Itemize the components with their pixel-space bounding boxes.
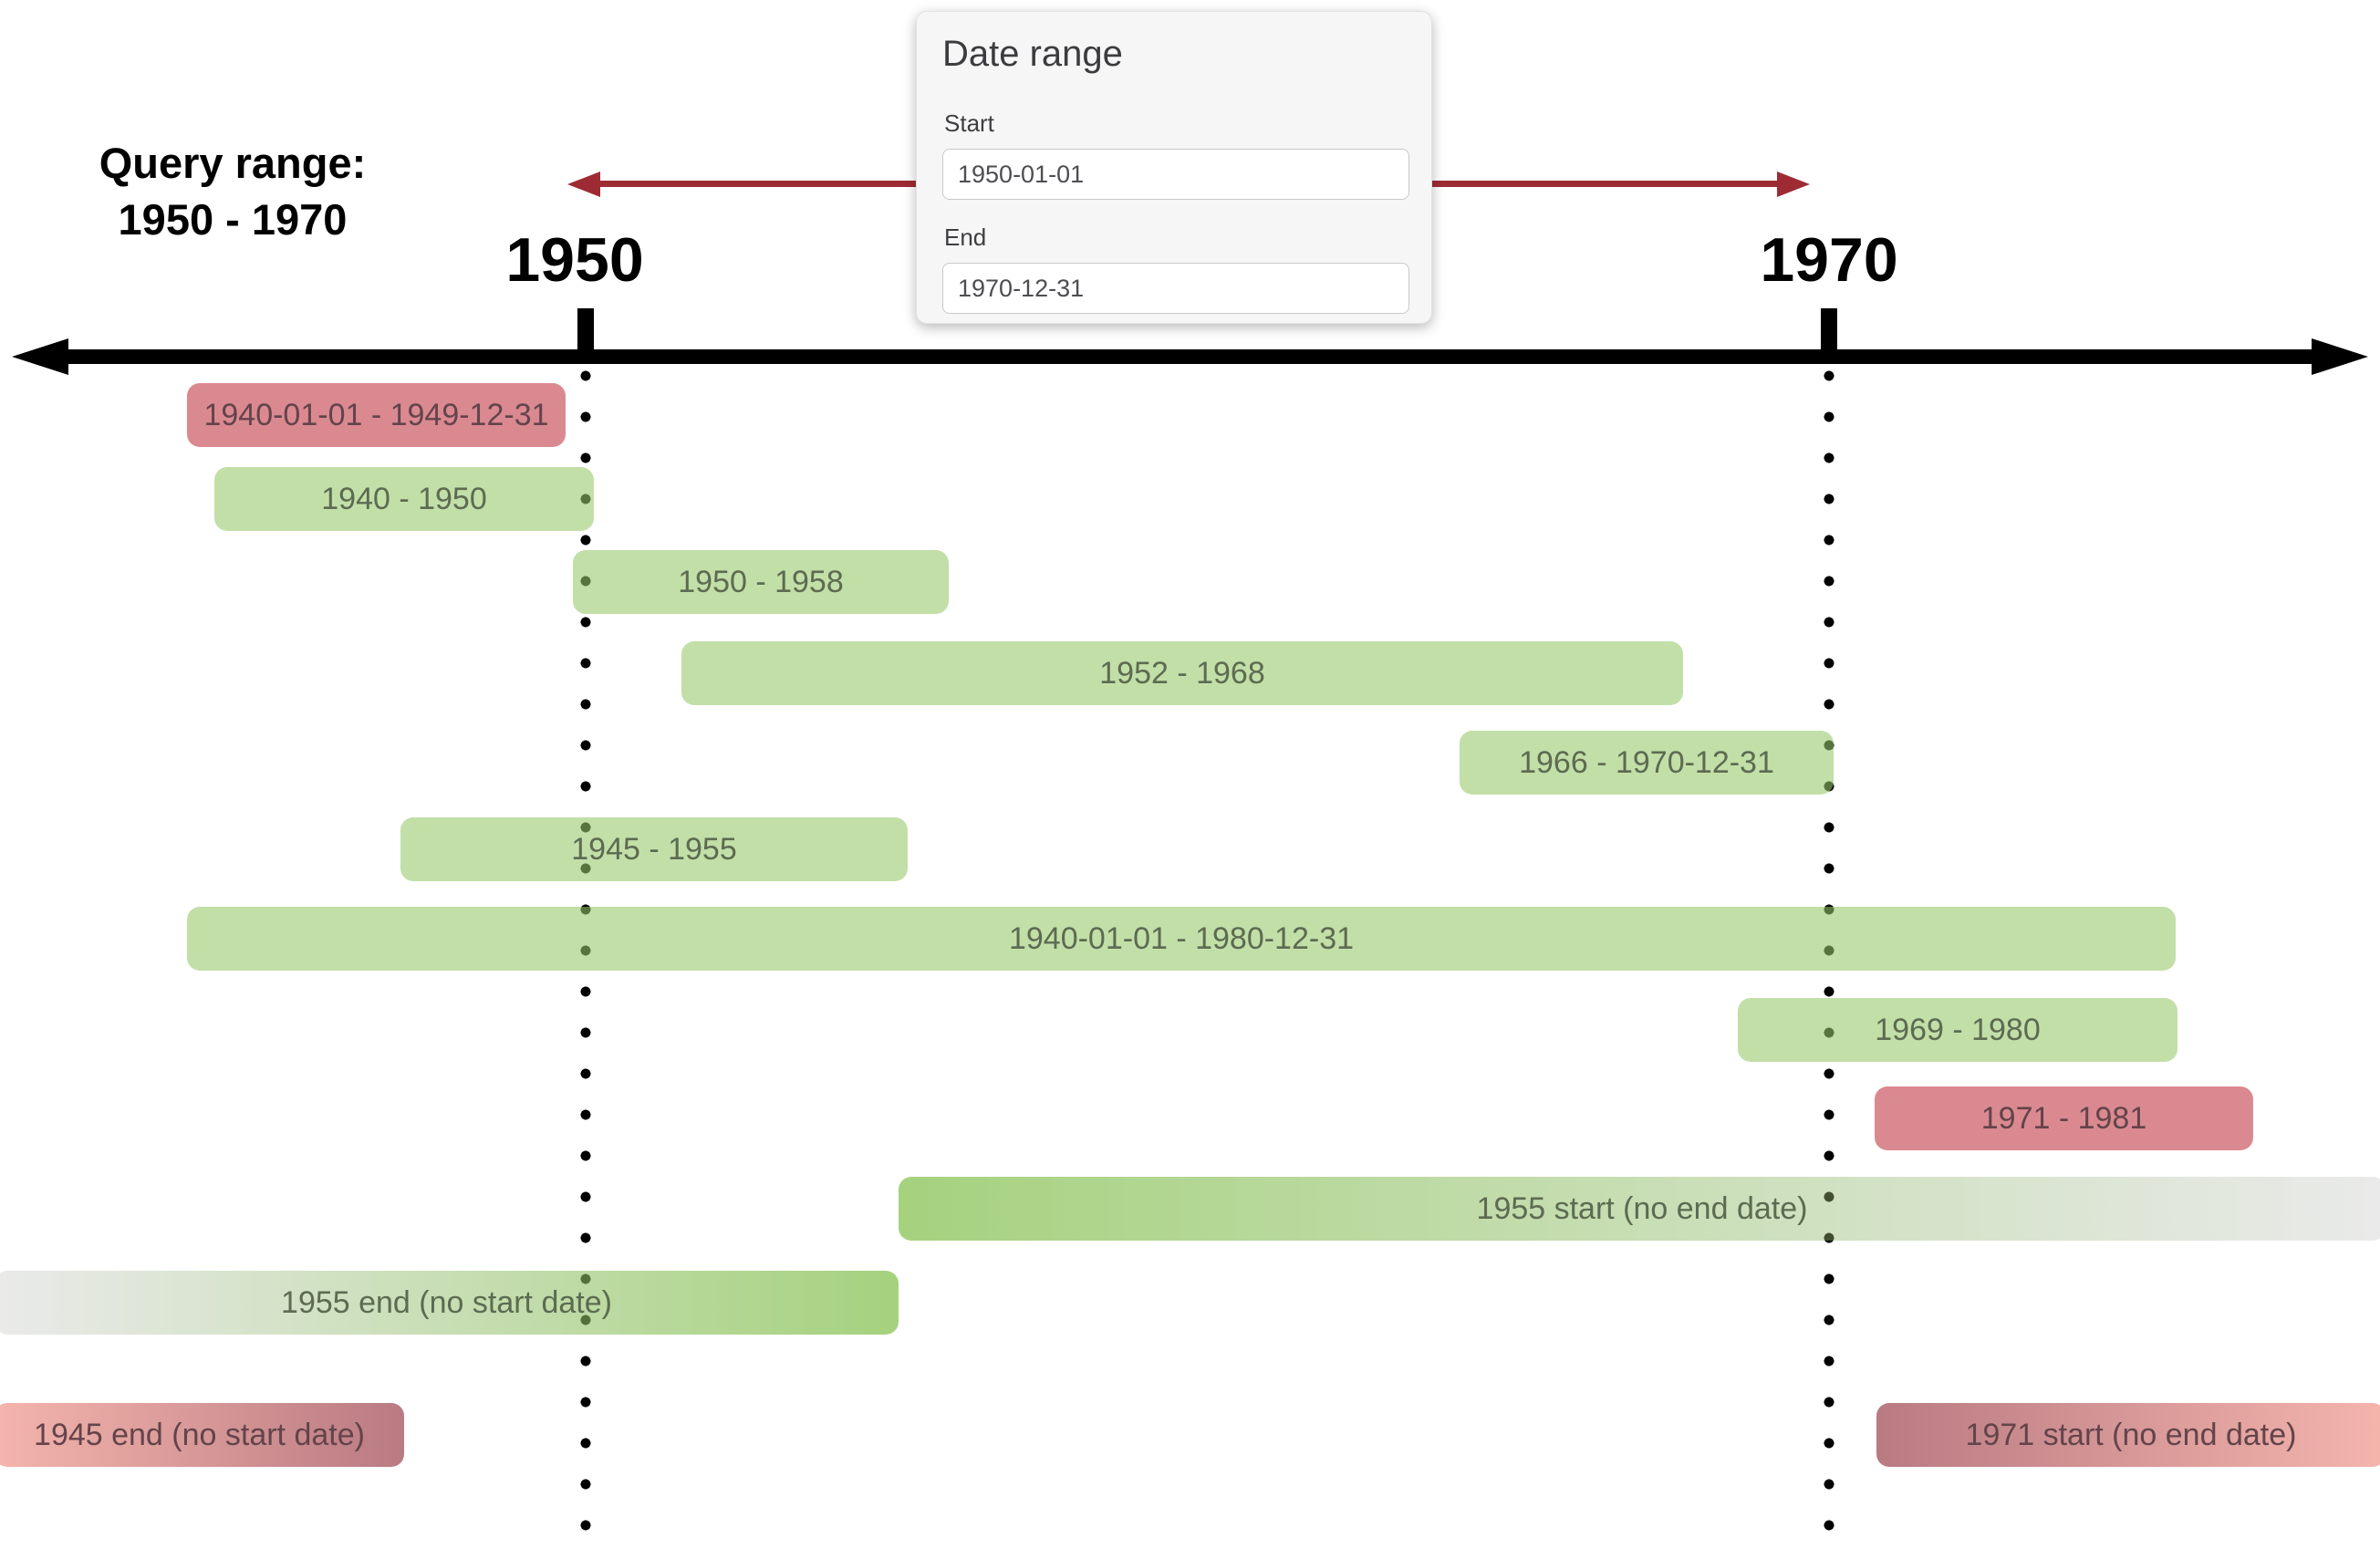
timeline-bar: 1971 start (no end date) (1876, 1403, 2380, 1467)
timeline-axis (36, 349, 2344, 364)
timeline-bar: 1952 - 1968 (681, 641, 1683, 705)
timeline-bar: 1966 - 1970-12-31 (1460, 731, 1834, 795)
timeline-bar-label: 1955 end (no start date) (281, 1284, 612, 1320)
timeline-bar-label: 1940 - 1950 (321, 481, 487, 516)
timeline-bar: 1945 - 1955 (400, 817, 908, 881)
panel-title: Date range (942, 34, 1123, 74)
timeline-bar-label: 1969 - 1980 (1875, 1012, 2041, 1047)
timeline-bar-label: 1950 - 1958 (678, 564, 844, 599)
timeline-bar: 1969 - 1980 (1738, 998, 2177, 1062)
query-range-annotation-line2: 1950 - 1970 (118, 195, 348, 244)
year-label-1970: 1970 (1760, 225, 1898, 295)
tick-1950 (577, 308, 594, 363)
timeline-bar: 1955 end (no start date) (0, 1271, 899, 1335)
timeline-bar-label: 1940-01-01 - 1949-12-31 (203, 397, 549, 432)
query-range-arrowhead-left-icon (567, 171, 600, 197)
timeline-bar: 1940 - 1950 (214, 467, 594, 531)
timeline-bar-label: 1940-01-01 - 1980-12-31 (1008, 920, 1355, 956)
query-range-annotation: Query range: 1950 - 1970 (50, 135, 415, 248)
timeline-bar: 1950 - 1958 (573, 550, 949, 614)
query-range-arrowhead-right-icon (1777, 171, 1810, 197)
year-label-1950: 1950 (505, 225, 644, 295)
start-field-label: Start (944, 109, 994, 137)
timeline-bar-label: 1945 end (no start date) (34, 1417, 365, 1452)
timeline-bar-label: 1971 start (no end date) (1965, 1417, 2297, 1452)
timeline-axis-arrow-right-icon (2312, 338, 2368, 375)
end-date-input[interactable] (942, 263, 1409, 314)
timeline-bar-label: 1955 start (no end date) (1476, 1190, 1808, 1226)
end-field-label: End (944, 223, 987, 251)
query-range-annotation-line1: Query range: (99, 139, 367, 187)
start-date-input[interactable] (942, 149, 1409, 200)
timeline-bar: 1940-01-01 - 1949-12-31 (187, 383, 566, 447)
timeline-axis-arrow-left-icon (12, 338, 68, 375)
timeline-bar-label: 1952 - 1968 (1099, 655, 1265, 691)
timeline-bar: 1940-01-01 - 1980-12-31 (187, 907, 2176, 971)
timeline-bar-label: 1971 - 1981 (1980, 1100, 2147, 1136)
timeline-bar: 1945 end (no start date) (0, 1403, 404, 1467)
date-range-panel: Date range Start End (916, 11, 1432, 324)
timeline-bar: 1971 - 1981 (1875, 1086, 2253, 1150)
timeline-bar-label: 1966 - 1970-12-31 (1519, 744, 1774, 780)
tick-1970 (1821, 308, 1837, 363)
timeline-bar-label: 1945 - 1955 (571, 831, 737, 867)
timeline-bar: 1955 start (no end date) (899, 1177, 2380, 1241)
